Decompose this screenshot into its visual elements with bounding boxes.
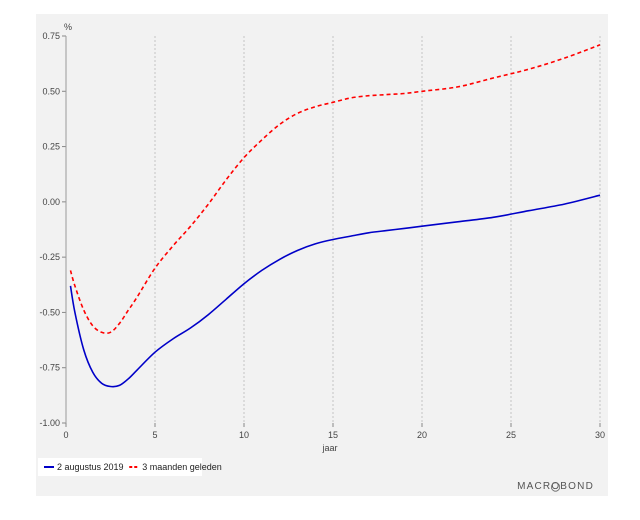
grid-lines (154, 36, 601, 423)
y-tick-label: 0.00 (42, 197, 60, 207)
brand-logo-text: MACROBOND (517, 481, 594, 492)
macrobond-logo: MACROBOND (517, 481, 594, 492)
legend-box (38, 458, 202, 476)
y-tick-label: 0.75 (42, 31, 60, 41)
x-tick-label: 5 (152, 430, 157, 440)
y-tick-label: 0.25 (42, 142, 60, 152)
y-tick-label: -0.25 (39, 252, 60, 262)
legend-label-1: 2 augustus 2019 (57, 462, 124, 472)
chart-outer-background (36, 14, 608, 496)
legend: 2 augustus 2019 3 maanden geleden (38, 458, 222, 476)
legend-label-2: 3 maanden geleden (142, 462, 222, 472)
y-tick-label: -0.75 (39, 363, 60, 373)
y-tick-label: -0.50 (39, 307, 60, 317)
y-tick-label: -1.00 (39, 418, 60, 428)
x-tick-label: 20 (417, 430, 427, 440)
series-lines (69, 44, 601, 388)
x-tick-label: 30 (595, 430, 605, 440)
x-tick-label: 15 (328, 430, 338, 440)
x-tick-label: 0 (63, 430, 68, 440)
y-unit-label: % (64, 22, 72, 32)
x-tick-label: 25 (506, 430, 516, 440)
series-line-2 (69, 44, 601, 335)
brand-ring-icon (550, 482, 561, 492)
x-axis-label: jaar (321, 443, 337, 453)
y-tick-label: 0.50 (42, 86, 60, 96)
series-line-1 (69, 194, 601, 388)
axes: 0 5 10 15 20 25 30 -1.00 -0.75 -0.50 -0.25 0.00 0.25… (39, 31, 605, 440)
x-tick-label: 10 (239, 430, 249, 440)
